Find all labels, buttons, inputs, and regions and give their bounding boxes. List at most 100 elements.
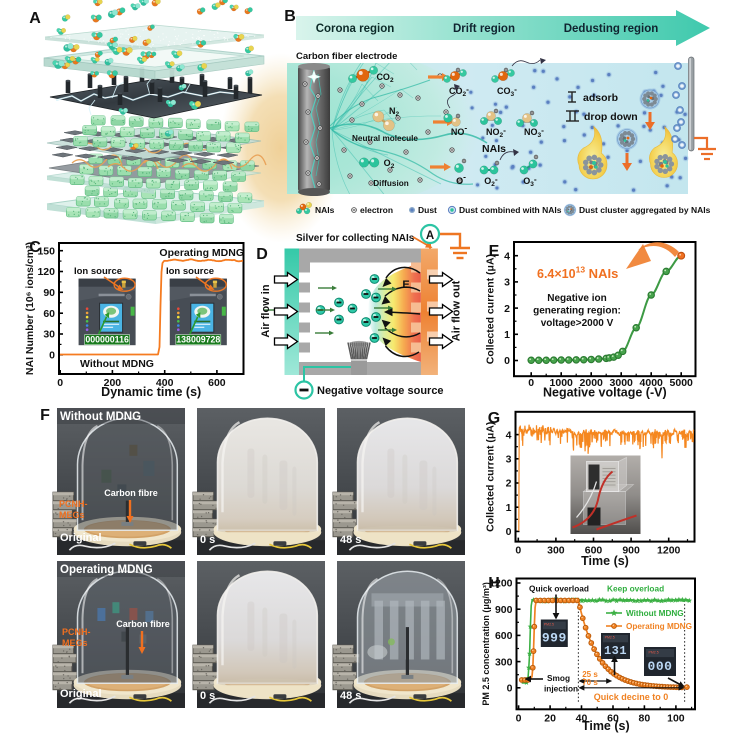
svg-text:Keep overload: Keep overload <box>607 584 664 594</box>
svg-text:PCNH-: PCNH- <box>59 499 88 509</box>
svg-text:NO-: NO- <box>451 123 468 137</box>
svg-text:60: 60 <box>607 712 619 724</box>
svg-text:300: 300 <box>495 656 513 668</box>
svg-text:2: 2 <box>506 478 512 490</box>
svg-text:E: E <box>489 243 500 260</box>
svg-text:Carbon fibre: Carbon fibre <box>104 488 158 498</box>
svg-text:600: 600 <box>495 630 513 642</box>
svg-text:150: 150 <box>37 245 55 257</box>
svg-text:0 s: 0 s <box>200 534 215 546</box>
svg-text:Neutral molecule: Neutral molecule <box>352 134 418 143</box>
svg-text:600: 600 <box>208 377 226 389</box>
svg-text:4: 4 <box>506 429 512 441</box>
svg-text:C: C <box>29 239 41 256</box>
svg-text:3000: 3000 <box>610 377 634 389</box>
svg-text:CO2: CO2 <box>376 72 394 84</box>
svg-text:D: D <box>256 246 268 263</box>
svg-text:Silver for collecting NAIs: Silver for collecting NAIs <box>296 233 415 244</box>
svg-text:20: 20 <box>544 712 556 724</box>
svg-text:NAI Number (10⁶ ions/cm³): NAI Number (10⁶ ions/cm³) <box>24 242 36 375</box>
svg-text:5000: 5000 <box>670 377 694 389</box>
svg-text:30: 30 <box>43 329 55 341</box>
svg-text:Without MDNG: Without MDNG <box>60 411 141 423</box>
svg-text:4000: 4000 <box>640 377 664 389</box>
svg-text:PM2.5: PM2.5 <box>649 650 659 654</box>
svg-text:adsorb: adsorb <box>583 92 618 104</box>
svg-text:Collected current (μA): Collected current (μA) <box>485 254 497 364</box>
svg-text:F: F <box>40 407 50 424</box>
svg-text:60: 60 <box>43 308 55 320</box>
svg-text:PM2.5: PM2.5 <box>605 636 615 640</box>
svg-text:E: E <box>402 279 409 291</box>
svg-text:Diffusion: Diffusion <box>373 179 408 188</box>
svg-text:40: 40 <box>576 712 588 724</box>
svg-text:Carbon fibre: Carbon fibre <box>116 619 170 629</box>
svg-text:PM 2.5 concentration (μg/m³): PM 2.5 concentration (μg/m³) <box>481 582 491 706</box>
svg-text:1200: 1200 <box>489 578 513 590</box>
svg-text:Drift region: Drift region <box>453 23 515 35</box>
svg-text:120: 120 <box>37 266 55 278</box>
svg-text:000000116: 000000116 <box>85 334 129 344</box>
svg-text:4: 4 <box>504 250 510 262</box>
svg-text:MEGs: MEGs <box>59 510 85 520</box>
svg-text:25 s: 25 s <box>582 670 598 679</box>
svg-text:2000: 2000 <box>580 377 604 389</box>
svg-text:drop down: drop down <box>584 111 638 123</box>
svg-text:Operating MDNG: Operating MDNG <box>60 564 153 576</box>
svg-text:300: 300 <box>547 545 565 557</box>
svg-text:Ion source: Ion source <box>74 266 122 277</box>
svg-text:0 s: 0 s <box>200 690 215 702</box>
svg-text:400: 400 <box>156 377 174 389</box>
svg-text:0: 0 <box>528 377 534 389</box>
svg-text:1000: 1000 <box>550 377 574 389</box>
svg-text:0: 0 <box>516 712 522 724</box>
svg-text:Collected current (μA): Collected current (μA) <box>485 422 497 532</box>
svg-text:3: 3 <box>506 454 512 466</box>
svg-text:0: 0 <box>49 350 55 362</box>
svg-text:PM2.5: PM2.5 <box>544 623 554 627</box>
svg-text:O2: O2 <box>384 158 395 170</box>
svg-text:0: 0 <box>504 355 510 367</box>
svg-text:Smog: Smog <box>547 673 570 683</box>
svg-text:Dust: Dust <box>418 205 437 215</box>
svg-text:NAIs: NAIs <box>482 143 506 155</box>
svg-text:Original: Original <box>60 532 102 544</box>
svg-text:N2: N2 <box>389 106 400 118</box>
svg-text:NAIs: NAIs <box>315 205 335 215</box>
svg-text:electron: electron <box>360 205 393 215</box>
svg-text:Operating MDNG: Operating MDNG <box>159 247 244 259</box>
svg-text:Negative ion: Negative ion <box>547 293 606 304</box>
svg-text:Operating MDNG: Operating MDNG <box>626 622 692 631</box>
svg-text:48 s: 48 s <box>340 690 361 702</box>
svg-text:A: A <box>426 230 434 242</box>
svg-text:Without MDNG: Without MDNG <box>80 358 154 370</box>
svg-text:Quick decine to 0: Quick decine to 0 <box>594 692 669 702</box>
svg-text:G: G <box>488 410 500 427</box>
svg-text:3: 3 <box>504 277 510 289</box>
svg-text:MEGs: MEGs <box>62 638 88 648</box>
svg-text:Dust cluster aggregated by NAI: Dust cluster aggregated by NAIs <box>579 205 711 215</box>
svg-text:voltage>2000 V: voltage>2000 V <box>541 318 614 329</box>
svg-text:70 s: 70 s <box>582 678 598 687</box>
svg-text:80: 80 <box>639 712 651 724</box>
svg-text:600: 600 <box>585 545 603 557</box>
svg-text:Dedusting region: Dedusting region <box>564 23 659 35</box>
svg-text:O3-: O3- <box>523 174 537 188</box>
svg-text:Time (s): Time (s) <box>581 554 629 568</box>
svg-text:90: 90 <box>43 287 55 299</box>
svg-text:B: B <box>284 8 296 25</box>
svg-text:1: 1 <box>506 502 512 514</box>
svg-text:0: 0 <box>515 545 521 557</box>
svg-text:0: 0 <box>57 377 63 389</box>
svg-text:Corona region: Corona region <box>316 23 395 35</box>
svg-text:48 s: 48 s <box>340 534 361 546</box>
svg-text:A: A <box>29 10 41 27</box>
svg-text:Negative voltage source: Negative voltage source <box>317 385 444 397</box>
svg-text:Dynamic time (s): Dynamic time (s) <box>101 385 201 399</box>
svg-text:Without MDNG: Without MDNG <box>626 609 684 618</box>
svg-text:H: H <box>488 575 500 592</box>
svg-text:PCNH-: PCNH- <box>62 627 91 637</box>
svg-text:100: 100 <box>667 712 685 724</box>
svg-text:Quick overload: Quick overload <box>529 584 589 594</box>
svg-text:1: 1 <box>504 329 510 341</box>
